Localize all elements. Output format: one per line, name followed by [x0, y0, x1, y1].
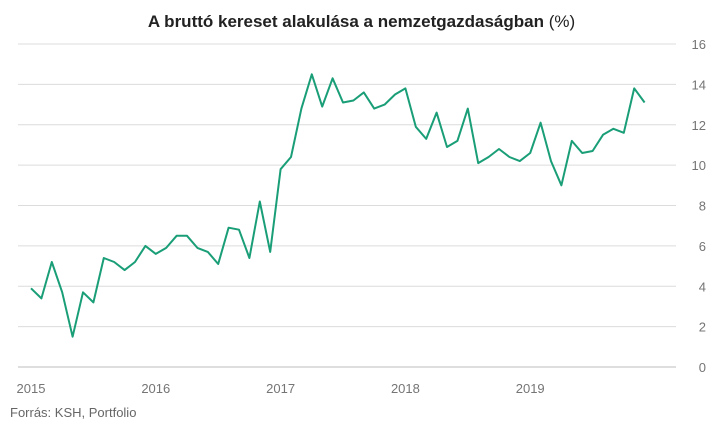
- title-unit: (%): [548, 12, 576, 31]
- y-tick-label: 12: [692, 118, 706, 133]
- x-tick-label: 2016: [141, 381, 170, 396]
- chart-title: A bruttó kereset alakulása a nemzetgazda…: [0, 12, 723, 32]
- series-line-0: [30, 73, 646, 338]
- x-tick-label: 2015: [17, 381, 46, 396]
- y-axis-ticks: 0 2 4 6 8 10 12 14 16: [692, 37, 706, 375]
- y-tick-label: 2: [699, 320, 706, 335]
- x-axis-ticks: 2015 2016 2017 2018 2019: [17, 381, 545, 396]
- source-note: Forrás: KSH, Portfolio: [10, 405, 137, 420]
- y-tick-label: 8: [699, 199, 706, 214]
- y-tick-label: 14: [692, 77, 706, 92]
- title-text: A bruttó kereset alakulása a nemzetgazda…: [147, 12, 544, 31]
- x-tick-label: 2019: [516, 381, 545, 396]
- y-tick-label: 10: [692, 158, 706, 173]
- gridlines: [18, 43, 676, 368]
- y-tick-label: 16: [692, 37, 706, 52]
- y-tick-label: 4: [699, 279, 706, 294]
- x-tick-label: 2017: [266, 381, 295, 396]
- y-tick-label: 6: [699, 239, 706, 254]
- x-tick-label: 2018: [391, 381, 420, 396]
- y-tick-label: 0: [699, 360, 706, 375]
- series-layer: [30, 73, 646, 338]
